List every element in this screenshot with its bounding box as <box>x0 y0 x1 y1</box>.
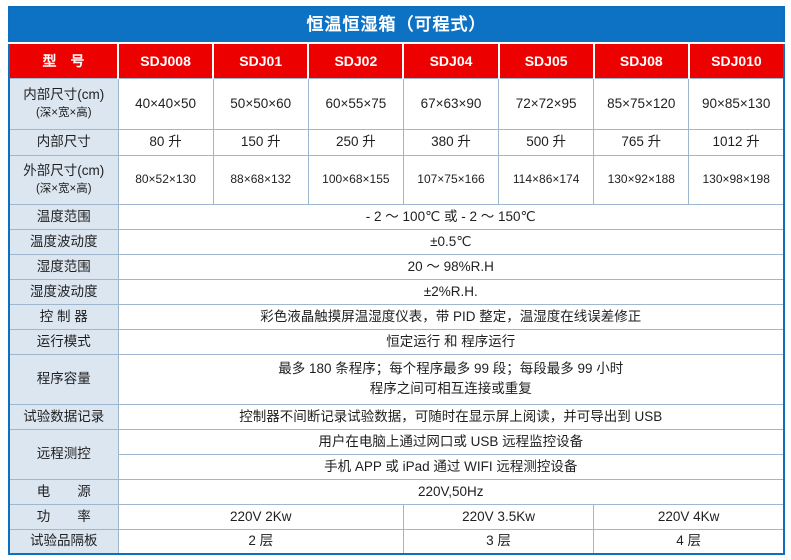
shelves-value-group3: 4 层 <box>593 528 785 555</box>
outer-dims-value: 114×86×174 <box>498 154 595 205</box>
table-title: 恒温恒湿箱（可程式） <box>9 7 784 44</box>
outer-dims-sublabel: (深×宽×高) <box>35 183 92 196</box>
row-label-power-supply: 电 源 <box>8 478 119 505</box>
remote-value-line1: 用户在电脑上通过网口或 USB 远程监控设备 <box>117 428 785 455</box>
volume-value: 765 升 <box>593 128 690 156</box>
volume-value: 500 升 <box>498 128 595 156</box>
inner-dims-value: 40×40×50 <box>117 77 214 130</box>
power-value-group3: 220V 4Kw <box>593 503 785 530</box>
spec-table: 恒温恒湿箱（可程式） 型 号 SDJ008 SDJ01 SDJ02 SDJ04 … <box>8 6 785 555</box>
controller-value: 彩色液晶触摸屏温湿度仪表，带 PID 整定，温湿度在线误差修正 <box>117 303 785 330</box>
outer-dims-value: 107×75×166 <box>402 154 500 205</box>
inner-dims-value: 72×72×95 <box>498 77 595 130</box>
row-label-program: 程序容量 <box>8 353 119 405</box>
inner-dims-value: 60×55×75 <box>307 77 404 130</box>
row-label-temp-fluct: 温度波动度 <box>8 228 119 255</box>
row-label-humi-fluct: 湿度波动度 <box>8 278 119 305</box>
row-label-remote: 远程测控 <box>8 428 119 480</box>
row-label-controller: 控 制 器 <box>8 303 119 330</box>
header-model-label: 型 号 <box>9 43 119 79</box>
row-label-temp-range: 温度范围 <box>8 203 119 230</box>
humi-fluct-value: ±2%R.H. <box>117 278 785 305</box>
outer-dims-value: 88×68×132 <box>212 154 309 205</box>
row-label-data-record: 试验数据记录 <box>8 403 119 430</box>
temp-fluct-value: ±0.5℃ <box>117 228 785 255</box>
run-mode-value: 恒定运行 和 程序运行 <box>117 328 785 355</box>
header-model-sdj008: SDJ008 <box>116 43 214 79</box>
outer-dims-label: 外部尺寸(cm) <box>23 162 105 178</box>
header-model-sdj01: SDJ01 <box>212 43 309 79</box>
inner-dims-label: 内部尺寸(cm) <box>23 86 105 102</box>
power-value-group2: 220V 3.5Kw <box>402 503 595 530</box>
remote-value-line2: 手机 APP 或 iPad 通过 WIFI 远程测控设备 <box>117 453 785 480</box>
program-line1: 最多 180 条程序；每个程序最多 99 段；每段最多 99 小时 <box>278 361 624 377</box>
inner-dims-value: 67×63×90 <box>402 77 500 130</box>
program-value: 最多 180 条程序；每个程序最多 99 段；每段最多 99 小时 程序之间可相… <box>117 353 785 405</box>
header-model-sdj010: SDJ010 <box>687 43 785 79</box>
inner-dims-sublabel: (深×宽×高) <box>35 107 92 120</box>
outer-dims-value: 100×68×155 <box>307 154 404 205</box>
header-model-sdj05: SDJ05 <box>497 43 595 79</box>
volume-value: 380 升 <box>402 128 500 156</box>
inner-dims-value: 50×50×60 <box>212 77 309 130</box>
row-label-volume: 内部尺寸 <box>8 128 119 156</box>
header-model-sdj02: SDJ02 <box>307 43 404 79</box>
temp-range-value: - 2 ～ 100℃ 或 - 2 ～ 150℃ <box>117 203 785 230</box>
volume-value: 150 升 <box>212 128 309 156</box>
row-label-power: 功 率 <box>8 503 119 530</box>
inner-dims-value: 90×85×130 <box>688 77 785 130</box>
header-model-sdj08: SDJ08 <box>592 43 690 79</box>
humi-range-value: 20 ～ 98%R.H <box>117 253 785 280</box>
inner-dims-value: 85×75×120 <box>593 77 690 130</box>
row-label-inner-dims: 内部尺寸(cm) (深×宽×高) <box>8 77 119 130</box>
row-label-outer-dims: 外部尺寸(cm) (深×宽×高) <box>8 154 119 205</box>
power-value-group1: 220V 2Kw <box>117 503 404 530</box>
shelves-value-group2: 3 层 <box>402 528 595 555</box>
outer-dims-value: 130×92×188 <box>593 154 690 205</box>
power-supply-value: 220V,50Hz <box>117 478 785 505</box>
shelves-value-group1: 2 层 <box>117 528 404 555</box>
header-model-sdj04: SDJ04 <box>402 43 500 79</box>
row-label-run-mode: 运行模式 <box>8 328 119 355</box>
outer-dims-value: 130×98×198 <box>688 154 785 205</box>
program-line2: 程序之间可相互连接或重复 <box>369 381 532 396</box>
row-label-shelves: 试验品隔板 <box>8 528 119 555</box>
volume-value: 80 升 <box>117 128 214 156</box>
data-record-value: 控制器不间断记录试验数据，可随时在显示屏上阅读，并可导出到 USB <box>117 403 785 430</box>
outer-dims-value: 80×52×130 <box>117 154 214 205</box>
row-label-humi-range: 湿度范围 <box>8 253 119 280</box>
volume-value: 1012 升 <box>688 128 785 156</box>
volume-value: 250 升 <box>307 128 404 156</box>
